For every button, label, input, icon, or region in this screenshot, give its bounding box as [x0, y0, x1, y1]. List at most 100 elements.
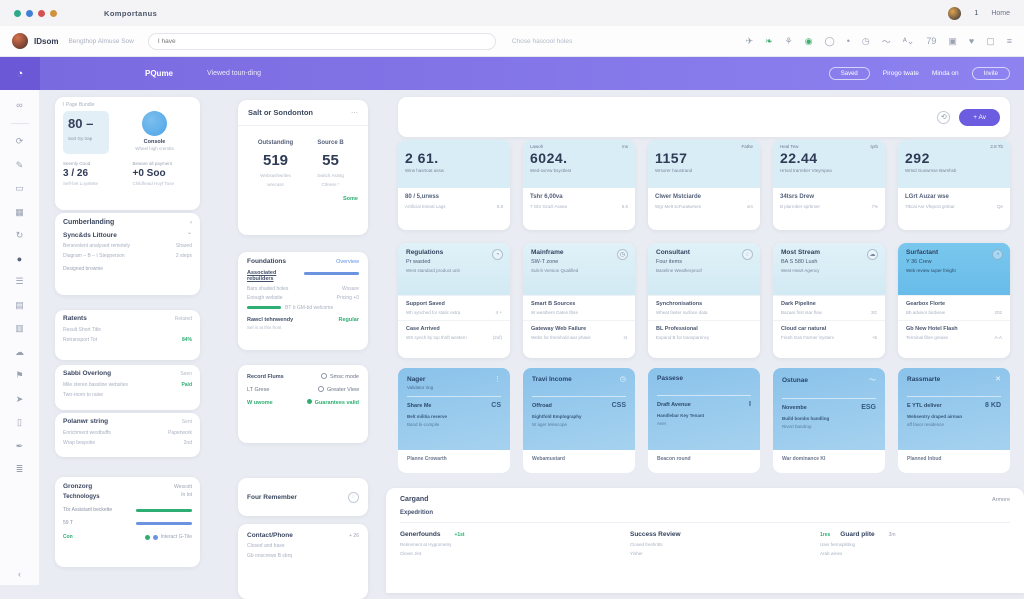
refresh-icon[interactable]: ⟳	[15, 136, 24, 146]
info-row-value: (2of)	[492, 335, 502, 340]
info-card[interactable]: Consultant Four items Baseline Weatherproo…	[648, 243, 760, 358]
stat-card[interactable]: Heal Tew tyrb 22.44 Hrtval trarreber Vtey…	[773, 140, 885, 230]
collapse-icon[interactable]: ‹	[18, 569, 21, 579]
pipeline-action[interactable]: Overview	[336, 258, 359, 265]
banner-brand[interactable]: PQume	[145, 69, 174, 78]
stat-card[interactable]: 2 61. Wirw hasrtoat assw 80 / 5,urwss Ar…	[398, 140, 510, 230]
remember-card[interactable]: Four Remember ◌	[238, 478, 368, 516]
cloud-icon[interactable]: ☁	[15, 346, 24, 357]
pipeline-link[interactable]: Associated rebuilders	[247, 270, 277, 282]
blue-card[interactable]: Passese Draft Avenue I Handlebar Key Tena…	[648, 368, 760, 473]
pen-icon[interactable]: ✒	[15, 440, 24, 451]
blue-card[interactable]: Travi Income ◷ Offroad CSS Eightfold Emplo…	[523, 368, 635, 473]
window-dot-green[interactable]	[14, 9, 21, 17]
blue-card[interactable]: Nager ⋮ Validator ring Share Me CS Belt mi…	[398, 368, 510, 473]
heart-icon[interactable]: ♥	[968, 36, 975, 46]
pin-icon[interactable]: ◉	[804, 35, 813, 46]
blue-footer[interactable]: War dominance KI	[773, 450, 885, 473]
info-card[interactable]: Most Stream BA S 580 Lush West Heart Agenc…	[773, 243, 885, 358]
wave-icon[interactable]: 〜	[869, 377, 876, 384]
app-logo-tile[interactable]: ◔	[0, 57, 40, 90]
send-icon[interactable]: ➤	[15, 393, 24, 404]
document-icon[interactable]: ▯	[17, 417, 22, 427]
kebab-menu-icon[interactable]: ⋮	[494, 376, 501, 383]
flag-icon[interactable]: ⚑	[15, 370, 24, 380]
banner-link-2[interactable]: Minda on	[931, 70, 959, 77]
info-card[interactable]: Surfactant Y 36 Crew Web review super frei…	[898, 243, 1010, 358]
info-row-sub: W weathers Gates fibre	[531, 310, 579, 315]
bottom-action[interactable]: Armore	[991, 496, 1010, 503]
edit-icon[interactable]: ✎	[15, 159, 24, 170]
cell-title: Guard plite	[840, 531, 875, 538]
avatar[interactable]	[948, 6, 962, 20]
blue-footer[interactable]: Beacon round	[648, 450, 760, 473]
progress-row-label: 59 T	[63, 520, 73, 526]
menu-icon[interactable]: ≡	[1006, 36, 1012, 46]
window-dot-red[interactable]	[38, 9, 45, 17]
notifications-icon[interactable]: 1	[974, 9, 979, 17]
laptop-icon[interactable]: ▭	[15, 183, 24, 193]
banner-pill-right[interactable]: Invite	[971, 67, 1010, 80]
chevron-down-icon[interactable]: ⌄	[186, 230, 192, 236]
pipeline-footer-link[interactable]: Regular	[338, 316, 359, 323]
info-card[interactable]: Mainframe SW-T zone Sub-b Version Qualifie…	[523, 243, 635, 358]
profile-avatar[interactable]	[12, 33, 28, 49]
add-button[interactable]: + Av	[959, 108, 1000, 126]
close-icon[interactable]: ✕	[995, 376, 1001, 383]
leaf-icon[interactable]: ❧	[765, 35, 773, 46]
blue-footer[interactable]: Planne Crowarth	[398, 450, 510, 473]
info-row-title: Gb New Hotel Flash	[906, 326, 958, 332]
profile-name[interactable]: IDsom	[34, 36, 59, 46]
link-icon[interactable]: ∞	[16, 100, 23, 110]
badge-icon[interactable]: 79	[926, 36, 937, 46]
stat-tag: 2.8 Tb	[990, 144, 1003, 149]
window-dot-blue[interactable]	[26, 9, 33, 17]
banner-pill-left[interactable]: Saved	[828, 67, 870, 80]
frame-icon[interactable]: ▢	[986, 35, 995, 46]
sources-link[interactable]: Some	[343, 196, 358, 202]
left-column: I Page Bundle 80 – Sort Gy trap Console …	[55, 90, 200, 585]
blue-card[interactable]: Rassmarte ✕ E YTL deliver 8 KD Websentry d…	[898, 368, 1010, 473]
send-icon[interactable]: ✈	[745, 35, 754, 46]
list-icon[interactable]: ☰	[15, 276, 24, 286]
clock-icon[interactable]: ◷	[619, 376, 626, 383]
history-icon[interactable]: ◷	[861, 35, 870, 46]
home-link[interactable]: Home	[991, 9, 1010, 17]
blue-card[interactable]: Ostunae 〜 Novembe ESG Build bombs handling…	[773, 368, 885, 473]
stat-card[interactable]: Lawoh ms 6024. Wed-sxnrw bsyctlest Tshr 6…	[523, 140, 635, 230]
plant-icon[interactable]: ⚘	[784, 35, 793, 46]
stat-card[interactable]: 2.8 Tb 292 Wrtsd Guswrsse Bwrshsb LGrt A…	[898, 140, 1010, 230]
info-card[interactable]: Regulations Pr wasted West standard produc…	[398, 243, 510, 358]
kebab-menu-icon[interactable]: ⋯	[351, 109, 358, 117]
list-card-action[interactable]: Related	[174, 315, 192, 322]
chevron-right-icon[interactable]: ›	[190, 219, 192, 226]
window-dot-orange[interactable]	[50, 9, 57, 17]
contact-line: Closed and base	[247, 543, 285, 549]
translate-icon[interactable]: ᴬ⌄	[902, 35, 915, 46]
stat-card[interactable]: Fathe 1157 Wrsorer haustrand Clwer Mstci…	[648, 140, 760, 230]
summary-row-title[interactable]: Sync&ds Littoure	[63, 232, 117, 239]
columns-icon[interactable]: ▥	[15, 323, 24, 333]
dot-icon[interactable]: •	[846, 36, 850, 46]
stat-row-value: Qe	[996, 204, 1003, 209]
progress-footer-left[interactable]: Con	[63, 534, 73, 540]
layers-icon[interactable]: ≣	[15, 464, 24, 474]
image-icon[interactable]: ▦	[15, 206, 24, 217]
sync-icon[interactable]: ↻	[15, 230, 24, 240]
bell-icon[interactable]: ●	[16, 253, 23, 264]
box-icon[interactable]: ▣	[948, 35, 957, 46]
history-icon[interactable]: ⟲	[937, 110, 951, 124]
circle-icon[interactable]: ◯	[824, 35, 835, 46]
search-input[interactable]	[147, 32, 496, 50]
banner-link-1[interactable]: Pirogo twate	[882, 70, 919, 77]
profile-subtitle: Bengthop Almuse Sow	[68, 37, 134, 45]
progress-action[interactable]: Wescott	[174, 483, 192, 490]
page-body: I Page Bundle 80 – Sort Gy trap Console …	[40, 90, 1024, 599]
wave-icon[interactable]: 〜	[881, 36, 891, 47]
list-card-action[interactable]: Seen	[180, 370, 192, 377]
panel-icon[interactable]: ▤	[15, 299, 24, 310]
bottom-table-row[interactable]: Generfounds +1st Retirement at Hygrometry…	[400, 531, 1010, 556]
blue-footer[interactable]: Planned Inbud	[898, 450, 1010, 473]
blue-footer[interactable]: Webamustard	[523, 450, 635, 473]
list-card-action[interactable]: Sent	[181, 418, 192, 425]
